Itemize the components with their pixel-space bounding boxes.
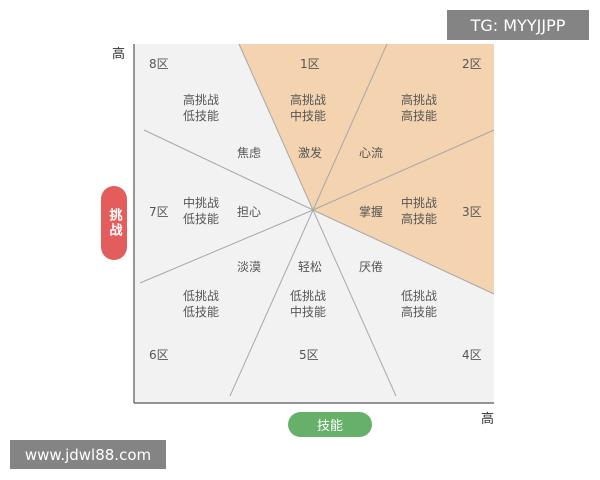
watermark-top: TG: MYYJJPP (447, 10, 589, 40)
level-challenge: 高挑战 (183, 92, 219, 107)
level-text-z6: 低挑战 低技能 (183, 289, 219, 319)
zone-label-6: 6区 (149, 348, 169, 362)
state-anxiety: 焦虑 (237, 146, 261, 160)
watermark-bottom: www.jdwl88.com (10, 440, 166, 469)
divider-line (143, 129, 314, 211)
level-text-z1: 高挑战 中技能 (290, 92, 326, 123)
state-boredom: 厌倦 (359, 260, 383, 274)
level-text-z8: 高挑战 低技能 (183, 92, 219, 123)
divider-line (139, 209, 314, 284)
zone-label-1: 1区 (300, 57, 320, 71)
level-challenge: 高挑战 (290, 92, 326, 107)
challenge-axis-label: 挑战 (101, 186, 127, 260)
zone-label-2: 2区 (462, 57, 482, 71)
zone-label-3: 3区 (462, 205, 482, 219)
level-skill: 低技能 (183, 109, 219, 123)
level-skill: 低技能 (183, 305, 219, 319)
x-axis-high-label: 高 (481, 411, 494, 427)
level-skill: 高技能 (401, 304, 437, 319)
zone-3-highlight (313, 130, 494, 294)
state-relaxation: 轻松 (298, 260, 322, 274)
state-flow: 心流 (359, 146, 383, 160)
level-challenge: 低挑战 (290, 289, 326, 303)
level-text-z7: 中挑战 低技能 (183, 195, 219, 226)
divider-line (238, 43, 314, 211)
level-skill: 低技能 (183, 212, 219, 226)
divider-line (312, 43, 388, 211)
zone-label-4: 4区 (462, 348, 482, 362)
zone-1-highlight (239, 44, 387, 210)
state-worry: 担心 (237, 205, 261, 219)
level-skill: 中技能 (290, 108, 326, 123)
level-challenge: 中挑战 (183, 195, 219, 210)
level-text-z5: 低挑战 中技能 (290, 289, 326, 319)
level-text-z2: 高挑战 高技能 (401, 92, 437, 123)
y-axis-high-label: 高 (112, 46, 125, 62)
level-challenge: 低挑战 (183, 289, 219, 303)
state-control: 掌握 (359, 204, 383, 219)
level-skill: 中技能 (290, 304, 326, 319)
state-apathy: 淡漠 (237, 260, 261, 274)
level-challenge: 高挑战 (401, 92, 437, 107)
level-skill: 高技能 (401, 108, 437, 123)
divider-lines (139, 43, 495, 397)
level-challenge: 中挑战 (401, 195, 437, 210)
divider-line (312, 129, 495, 211)
level-text-z3: 中挑战 高技能 (401, 195, 437, 226)
skill-axis-label: 技能 (288, 412, 372, 437)
divider-line (312, 209, 397, 397)
level-challenge: 低挑战 (401, 289, 437, 303)
level-skill: 高技能 (401, 211, 437, 226)
divider-line (229, 209, 314, 397)
zone-label-5: 5区 (299, 348, 319, 362)
state-arousal: 激发 (298, 145, 322, 160)
zone-label-8: 8区 (149, 57, 169, 71)
zone-label-7: 7区 (149, 205, 169, 219)
divider-line (312, 209, 495, 295)
zone-2-highlight (313, 44, 494, 210)
level-text-z4: 低挑战 高技能 (401, 289, 437, 319)
